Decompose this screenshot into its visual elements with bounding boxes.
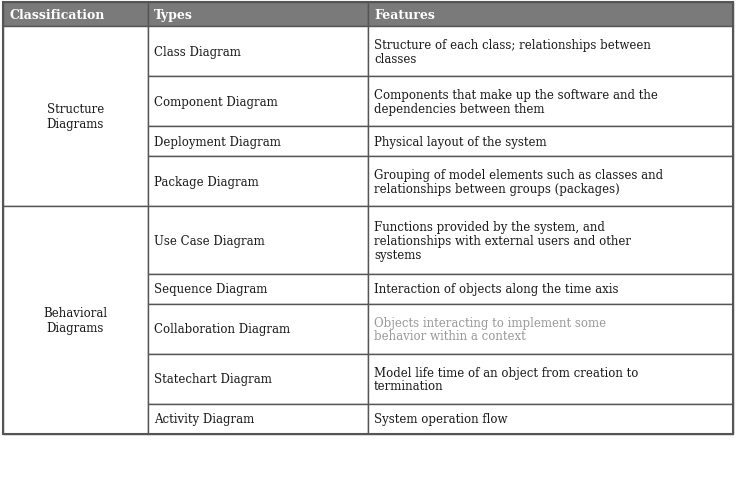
Bar: [368, 354, 733, 404]
Bar: [148, 354, 368, 404]
Bar: [148, 206, 368, 275]
Text: Functions provided by the system, and: Functions provided by the system, and: [374, 220, 605, 233]
Bar: [3, 3, 733, 434]
Bar: [148, 3, 368, 27]
Text: Component Diagram: Component Diagram: [154, 96, 277, 108]
Text: Objects interacting to implement some: Objects interacting to implement some: [374, 316, 606, 329]
Bar: [368, 77, 733, 127]
Bar: [368, 156, 733, 206]
Text: termination: termination: [374, 380, 444, 393]
Bar: [148, 404, 368, 434]
Text: Deployment Diagram: Deployment Diagram: [154, 135, 281, 148]
Bar: [368, 27, 733, 77]
Text: Collaboration Diagram: Collaboration Diagram: [154, 323, 290, 336]
Text: Model life time of an object from creation to: Model life time of an object from creati…: [374, 366, 638, 379]
Text: dependencies between them: dependencies between them: [374, 102, 545, 115]
Text: Types: Types: [154, 9, 193, 22]
Bar: [148, 156, 368, 206]
Text: Classification: Classification: [9, 9, 105, 22]
Text: Grouping of model elements such as classes and: Grouping of model elements such as class…: [374, 168, 663, 181]
Text: Activity Diagram: Activity Diagram: [154, 413, 254, 426]
Bar: [368, 206, 733, 275]
Bar: [368, 304, 733, 354]
Text: Package Diagram: Package Diagram: [154, 175, 259, 188]
Bar: [148, 304, 368, 354]
Bar: [3, 27, 148, 206]
Text: System operation flow: System operation flow: [374, 413, 508, 426]
Text: Interaction of objects along the time axis: Interaction of objects along the time ax…: [374, 283, 618, 296]
Text: Physical layout of the system: Physical layout of the system: [374, 135, 547, 148]
Text: Statechart Diagram: Statechart Diagram: [154, 373, 272, 386]
Bar: [368, 275, 733, 304]
Text: classes: classes: [374, 52, 417, 65]
Bar: [148, 127, 368, 156]
Text: Components that make up the software and the: Components that make up the software and…: [374, 88, 658, 101]
Text: Features: Features: [374, 9, 435, 22]
Text: Structure
Diagrams: Structure Diagrams: [47, 103, 105, 131]
Text: relationships with external users and other: relationships with external users and ot…: [374, 234, 631, 247]
Text: behavior within a context: behavior within a context: [374, 330, 526, 343]
Bar: [148, 77, 368, 127]
Bar: [368, 404, 733, 434]
Text: systems: systems: [374, 248, 422, 261]
Bar: [148, 275, 368, 304]
Bar: [3, 3, 148, 27]
Text: Class Diagram: Class Diagram: [154, 46, 241, 59]
Bar: [368, 3, 733, 27]
Bar: [368, 127, 733, 156]
Text: Behavioral
Diagrams: Behavioral Diagrams: [43, 306, 107, 334]
Bar: [3, 206, 148, 434]
Text: Use Case Diagram: Use Case Diagram: [154, 234, 265, 247]
Text: Sequence Diagram: Sequence Diagram: [154, 283, 267, 296]
Bar: [148, 27, 368, 77]
Text: relationships between groups (packages): relationships between groups (packages): [374, 182, 620, 195]
Text: Structure of each class; relationships between: Structure of each class; relationships b…: [374, 38, 651, 51]
